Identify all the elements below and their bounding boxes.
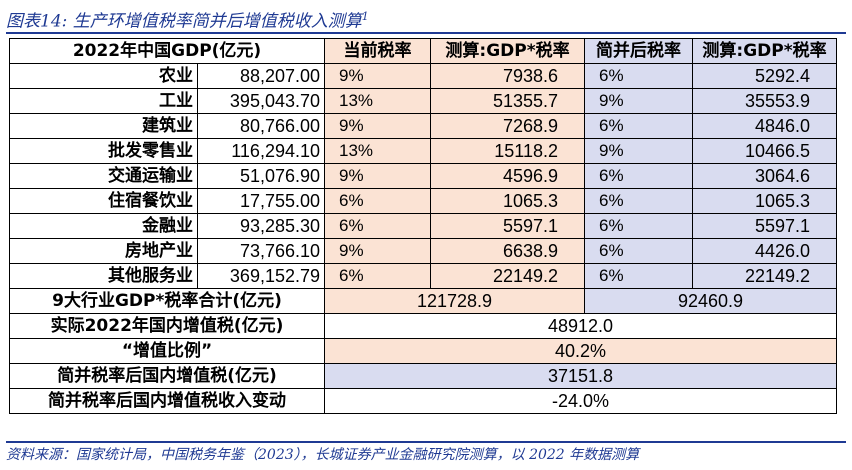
new-calc: 4426.0: [692, 238, 838, 264]
new-rate: 6%: [584, 263, 694, 289]
vat-estimate-table: 2022年中国GDP(亿元) 当前税率 测算:GDP*税率 简并后税率 测算:G…: [8, 38, 838, 414]
current-calc: 4596.9: [430, 163, 586, 189]
table-row: 交通运输业 51,076.90 9% 4596.9 6% 3064.6: [9, 163, 838, 189]
actual-vat-row: 实际2022年国内增值税(亿元) 48912.0: [8, 313, 838, 339]
current-rate: 9%: [324, 63, 432, 89]
new-calc: 22149.2: [692, 263, 838, 289]
top-rule: [6, 32, 846, 34]
sector-name: 住宿餐饮业: [9, 188, 198, 214]
figure-number: 图表14:: [6, 11, 68, 32]
current-rate: 6%: [324, 213, 432, 239]
current-calc: 7268.9: [430, 113, 586, 139]
gdp-value: 116,294.10: [196, 138, 326, 164]
sector-name: 农业: [9, 63, 198, 89]
new-calc: 35553.9: [692, 88, 838, 114]
ratio-row: “增值比例” 40.2%: [8, 338, 838, 364]
current-rate: 9%: [324, 163, 432, 189]
table-row: 其他服务业 369,152.79 6% 22149.2 6% 22149.2: [9, 263, 838, 289]
current-rate: 13%: [324, 88, 432, 114]
table-row: 住宿餐饮业 17,755.00 6% 1065.3 6% 1065.3: [9, 188, 838, 214]
current-calc: 15118.2: [430, 138, 586, 164]
source-note: 资料来源：国家统计局，中国税务年鉴（2023），长城证券产业金融研究院测算，以 …: [6, 447, 640, 463]
gdp-value: 73,766.10: [196, 238, 326, 264]
new-rate: 9%: [584, 138, 694, 164]
table-row: 金融业 93,285.30 6% 5597.1 6% 5597.1: [9, 213, 838, 239]
current-rate: 13%: [324, 138, 432, 164]
gdp-value: 369,152.79: [196, 263, 326, 289]
current-rate: 6%: [324, 188, 432, 214]
change-label: 简并税率后国内增值税收入变动: [8, 388, 326, 414]
actual-vat-label: 实际2022年国内增值税(亿元): [8, 313, 326, 339]
post-vat-value: 37151.8: [324, 363, 838, 389]
header-new-calc: 测算:GDP*税率: [692, 38, 838, 64]
new-rate: 6%: [584, 238, 694, 264]
total-current: 121728.9: [324, 288, 586, 314]
footnote-marker: 1: [361, 10, 369, 23]
new-rate: 6%: [584, 188, 694, 214]
actual-vat-value: 48912.0: [324, 313, 838, 339]
current-calc: 5597.1: [430, 213, 586, 239]
table-row: 工业 395,043.70 13% 51355.7 9% 35553.9: [9, 88, 838, 114]
header-row: 2022年中国GDP(亿元) 当前税率 测算:GDP*税率 简并后税率 测算:G…: [8, 38, 838, 64]
table-row: 农业 88,207.00 9% 7938.6 6% 5292.4: [9, 63, 838, 89]
sector-name: 金融业: [9, 213, 198, 239]
new-rate: 6%: [584, 63, 694, 89]
current-calc: 6638.9: [430, 238, 586, 264]
new-rate: 6%: [584, 163, 694, 189]
gdp-value: 51,076.90: [196, 163, 326, 189]
post-vat-row: 简并税率后国内增值税(亿元) 37151.8: [8, 363, 838, 389]
header-new-rate: 简并后税率: [584, 38, 694, 64]
figure-title-text: 生产环增值税率简并后增值税收入测算: [72, 11, 362, 32]
gdp-value: 88,207.00: [196, 63, 326, 89]
sector-name: 建筑业: [9, 113, 198, 139]
sector-name: 工业: [9, 88, 198, 114]
new-calc: 5597.1: [692, 213, 838, 239]
new-calc: 3064.6: [692, 163, 838, 189]
sector-name: 批发零售业: [9, 138, 198, 164]
current-rate: 6%: [324, 263, 432, 289]
current-calc: 7938.6: [430, 63, 586, 89]
change-row: 简并税率后国内增值税收入变动 -24.0%: [8, 388, 838, 414]
new-rate: 6%: [584, 113, 694, 139]
table-row: 批发零售业 116,294.10 13% 15118.2 9% 10466.5: [9, 138, 838, 164]
current-rate: 9%: [324, 238, 432, 264]
current-calc: 22149.2: [430, 263, 586, 289]
total-label: 9大行业GDP*税率合计(亿元): [8, 288, 326, 314]
current-calc: 51355.7: [430, 88, 586, 114]
table-row: 房地产业 73,766.10 9% 6638.9 6% 4426.0: [9, 238, 838, 264]
table-row: 建筑业 80,766.00 9% 7268.9 6% 4846.0: [9, 113, 838, 139]
header-current-rate: 当前税率: [324, 38, 432, 64]
sector-name: 其他服务业: [9, 263, 198, 289]
sector-name: 交通运输业: [9, 163, 198, 189]
new-rate: 6%: [584, 213, 694, 239]
header-gdp: 2022年中国GDP(亿元): [8, 38, 326, 64]
ratio-label: “增值比例”: [8, 338, 326, 364]
new-rate: 9%: [584, 88, 694, 114]
gdp-value: 17,755.00: [196, 188, 326, 214]
change-value: -24.0%: [324, 388, 838, 414]
total-new: 92460.9: [584, 288, 838, 314]
bottom-rule: [6, 441, 846, 443]
current-rate: 9%: [324, 113, 432, 139]
new-calc: 4846.0: [692, 113, 838, 139]
figure-title: 图表14: 生产环增值税率简并后增值税收入测算1: [6, 4, 369, 32]
post-vat-label: 简并税率后国内增值税(亿元): [8, 363, 326, 389]
current-calc: 1065.3: [430, 188, 586, 214]
new-calc: 10466.5: [692, 138, 838, 164]
new-calc: 5292.4: [692, 63, 838, 89]
ratio-value: 40.2%: [324, 338, 838, 364]
sector-name: 房地产业: [9, 238, 198, 264]
new-calc: 1065.3: [692, 188, 838, 214]
gdp-value: 93,285.30: [196, 213, 326, 239]
gdp-value: 80,766.00: [196, 113, 326, 139]
header-current-calc: 测算:GDP*税率: [430, 38, 586, 64]
total-row: 9大行业GDP*税率合计(亿元) 121728.9 92460.9: [8, 288, 838, 314]
gdp-value: 395,043.70: [196, 88, 326, 114]
